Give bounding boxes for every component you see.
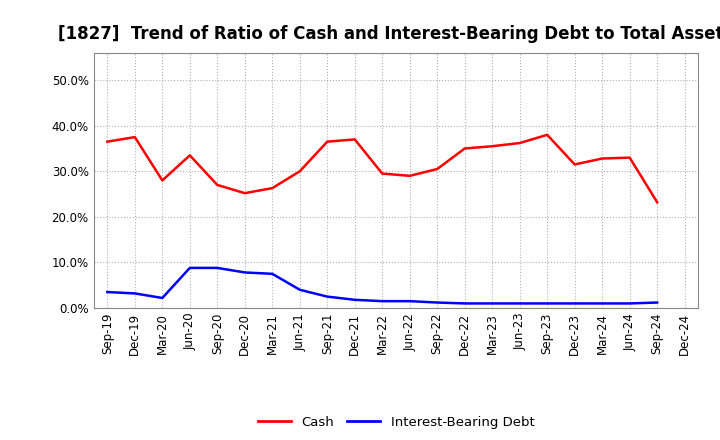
Interest-Bearing Debt xyxy=(405,298,414,304)
Cash xyxy=(378,171,387,176)
Interest-Bearing Debt xyxy=(516,301,524,306)
Legend: Cash, Interest-Bearing Debt: Cash, Interest-Bearing Debt xyxy=(252,411,540,434)
Cash xyxy=(158,178,166,183)
Cash xyxy=(295,169,304,174)
Cash xyxy=(130,135,139,140)
Interest-Bearing Debt xyxy=(240,270,249,275)
Cash xyxy=(103,139,112,144)
Cash xyxy=(570,162,579,167)
Cash xyxy=(653,200,662,205)
Cash xyxy=(405,173,414,179)
Interest-Bearing Debt xyxy=(213,265,222,271)
Title: [1827]  Trend of Ratio of Cash and Interest-Bearing Debt to Total Assets: [1827] Trend of Ratio of Cash and Intere… xyxy=(58,25,720,43)
Interest-Bearing Debt xyxy=(268,271,276,276)
Line: Cash: Cash xyxy=(107,135,657,202)
Cash xyxy=(626,155,634,160)
Cash xyxy=(516,140,524,146)
Interest-Bearing Debt xyxy=(323,294,332,299)
Interest-Bearing Debt xyxy=(543,301,552,306)
Interest-Bearing Debt xyxy=(653,300,662,305)
Cash xyxy=(488,143,497,149)
Interest-Bearing Debt xyxy=(351,297,359,302)
Line: Interest-Bearing Debt: Interest-Bearing Debt xyxy=(107,268,657,304)
Interest-Bearing Debt xyxy=(433,300,441,305)
Cash xyxy=(323,139,332,144)
Cash xyxy=(543,132,552,137)
Cash xyxy=(433,166,441,172)
Interest-Bearing Debt xyxy=(570,301,579,306)
Cash xyxy=(240,191,249,196)
Interest-Bearing Debt xyxy=(103,290,112,295)
Interest-Bearing Debt xyxy=(488,301,497,306)
Interest-Bearing Debt xyxy=(158,295,166,301)
Interest-Bearing Debt xyxy=(186,265,194,271)
Cash xyxy=(268,186,276,191)
Interest-Bearing Debt xyxy=(460,301,469,306)
Cash xyxy=(598,156,606,161)
Cash xyxy=(460,146,469,151)
Interest-Bearing Debt xyxy=(598,301,606,306)
Interest-Bearing Debt xyxy=(626,301,634,306)
Interest-Bearing Debt xyxy=(130,291,139,296)
Interest-Bearing Debt xyxy=(378,298,387,304)
Cash xyxy=(186,153,194,158)
Interest-Bearing Debt xyxy=(295,287,304,293)
Cash xyxy=(351,137,359,142)
Cash xyxy=(213,182,222,187)
